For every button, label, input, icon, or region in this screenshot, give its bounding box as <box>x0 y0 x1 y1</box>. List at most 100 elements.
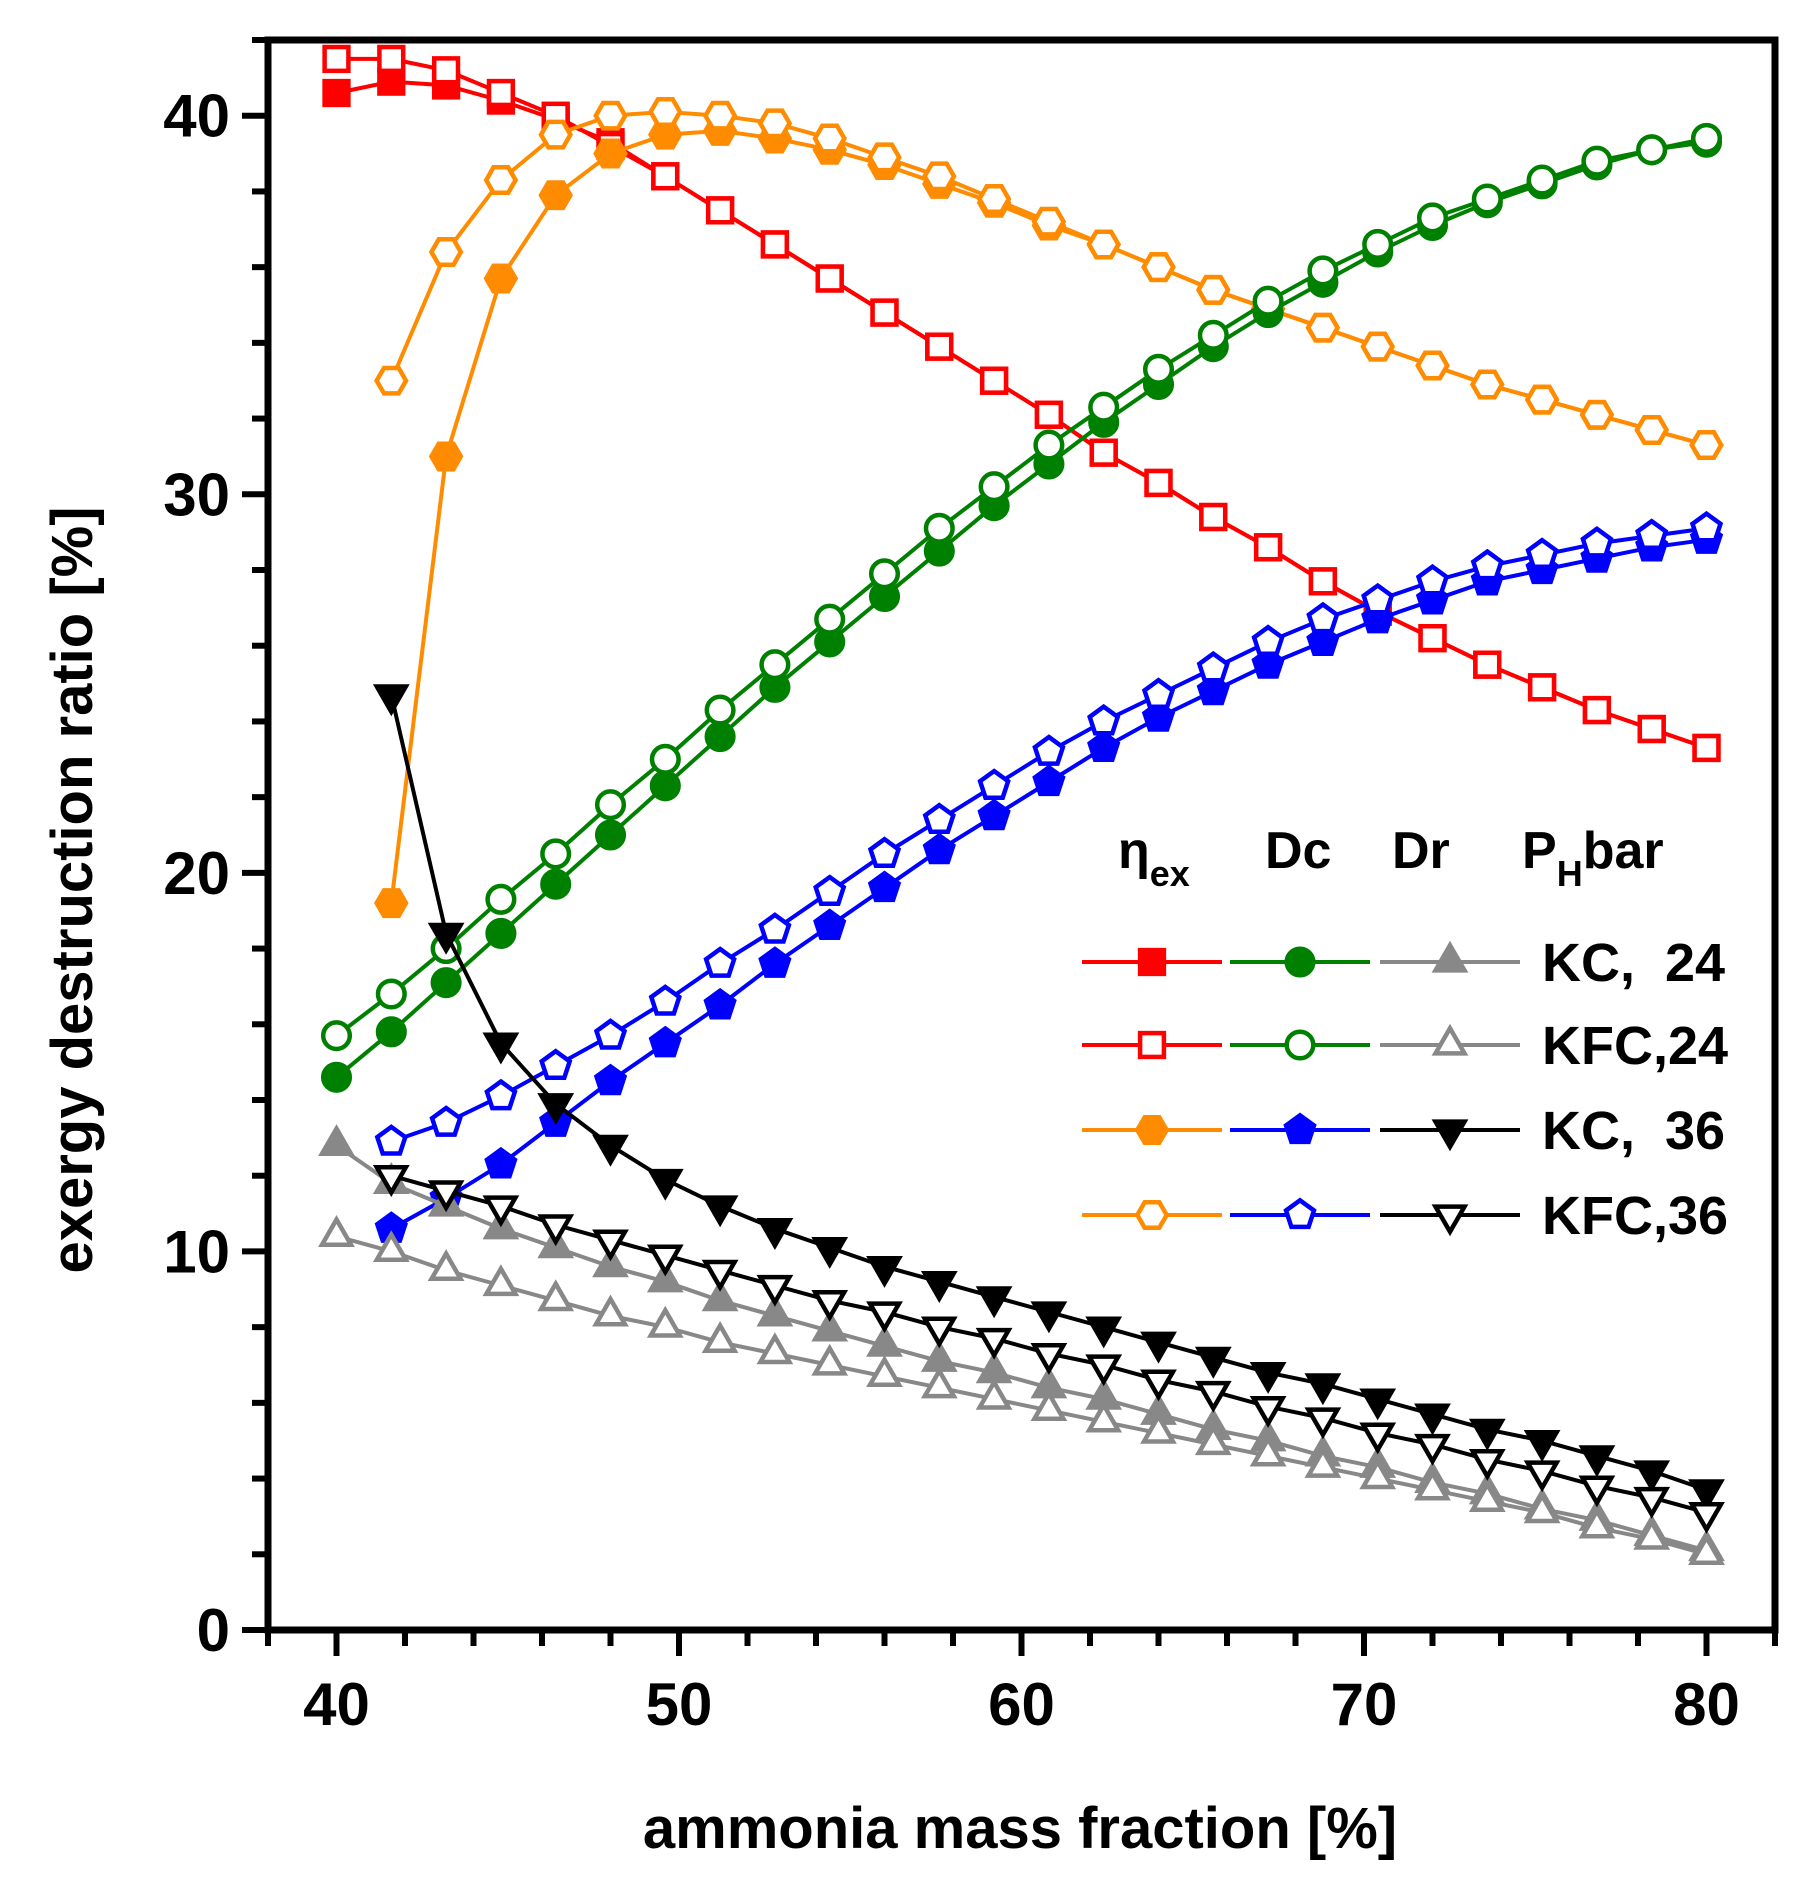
data-point <box>537 1214 575 1247</box>
data-point <box>1636 134 1668 166</box>
data-point <box>1304 1373 1342 1406</box>
data-point <box>1253 533 1283 562</box>
legend-marker <box>1431 1023 1469 1056</box>
data-point <box>1526 164 1558 196</box>
data-point <box>702 100 738 131</box>
x-axis-title: ammonia mass fraction [%] <box>643 1796 1397 1861</box>
y-tick-label: 20 <box>163 840 230 907</box>
data-point <box>1307 255 1339 287</box>
data-point <box>1030 1342 1068 1375</box>
legend-row: KFC,36 <box>1082 1186 1728 1246</box>
series-dc-kfc-24 <box>320 122 1723 1052</box>
data-point <box>1415 563 1450 596</box>
data-point <box>866 1324 903 1357</box>
legend-marker <box>1284 1029 1316 1061</box>
data-point <box>1359 1422 1397 1455</box>
data-point <box>322 78 351 108</box>
data-point <box>593 138 628 169</box>
data-point <box>649 743 681 775</box>
data-point <box>428 237 464 267</box>
data-point <box>701 1320 739 1353</box>
data-point <box>811 1236 849 1269</box>
data-point <box>979 366 1009 395</box>
data-point <box>1251 624 1285 657</box>
data-point <box>1249 1361 1287 1394</box>
data-point <box>1634 414 1669 445</box>
legend-marker <box>1137 947 1167 977</box>
data-point <box>1527 673 1557 702</box>
data-point <box>1087 730 1121 763</box>
data-point <box>539 1048 573 1081</box>
data-point <box>1581 145 1613 177</box>
series-line <box>336 79 1708 750</box>
data-point <box>1032 764 1066 797</box>
legend-row: KFC,24 <box>1082 1016 1728 1076</box>
data-point <box>704 721 736 753</box>
data-point <box>701 1279 739 1312</box>
y-tick-label: 30 <box>163 461 230 528</box>
series-dr-kc-36 <box>372 684 1725 1512</box>
data-point <box>428 441 464 472</box>
data-point <box>1085 1316 1123 1349</box>
data-point <box>866 1255 903 1288</box>
y-tick-label: 40 <box>163 83 230 150</box>
data-point <box>1690 122 1723 154</box>
legend-marker <box>1134 1200 1170 1230</box>
data-point <box>646 1260 684 1293</box>
data-point <box>427 922 465 955</box>
data-point <box>1140 1369 1177 1402</box>
data-point <box>1418 623 1447 653</box>
data-point <box>647 96 683 127</box>
data-point <box>594 789 627 821</box>
data-point <box>925 332 954 361</box>
data-point <box>1140 1331 1177 1364</box>
data-point <box>1633 1486 1671 1519</box>
data-point <box>1141 677 1176 710</box>
data-point <box>1578 1506 1616 1539</box>
data-point <box>1578 1445 1616 1478</box>
data-point <box>758 946 792 978</box>
legend-marker <box>1134 1115 1170 1145</box>
data-point <box>322 44 351 74</box>
data-point <box>920 1366 958 1399</box>
data-point <box>1089 438 1118 467</box>
data-point <box>1030 1389 1068 1422</box>
data-point <box>1304 1445 1342 1478</box>
series-line <box>390 526 1707 1144</box>
legend-marker <box>1284 946 1316 978</box>
data-point <box>648 1025 682 1058</box>
data-point <box>867 142 902 173</box>
series-line <box>336 56 1708 750</box>
data-point <box>429 1105 463 1137</box>
data-point <box>427 1180 465 1213</box>
y-tick-label: 0 <box>197 1597 230 1664</box>
data-point <box>1473 650 1502 679</box>
data-point <box>1306 601 1340 634</box>
data-point <box>1085 1354 1123 1387</box>
data-point <box>483 263 519 294</box>
data-point <box>705 196 735 225</box>
data-point <box>1415 350 1450 381</box>
data-point <box>759 649 791 681</box>
legend-row: KC, 36 <box>1082 1101 1725 1161</box>
data-point <box>540 838 572 870</box>
data-point <box>1689 510 1724 543</box>
data-point <box>593 1018 628 1050</box>
data-point <box>1468 1418 1506 1451</box>
legend-label: KC, 24 <box>1542 933 1725 993</box>
data-point <box>1197 319 1229 351</box>
data-point <box>922 802 956 834</box>
series-layer <box>318 44 1725 1565</box>
data-point <box>1524 384 1560 415</box>
data-point <box>1692 733 1721 763</box>
series-dc-kc-36 <box>374 522 1724 1243</box>
data-point <box>976 184 1012 214</box>
data-point <box>811 1309 849 1342</box>
data-point <box>320 1020 353 1052</box>
data-point <box>922 832 956 865</box>
data-point <box>811 1289 849 1322</box>
series-dr-kfc-24 <box>318 1214 1725 1565</box>
data-point <box>485 917 517 949</box>
legend-label: KFC,24 <box>1542 1016 1728 1076</box>
data-point <box>813 908 847 940</box>
